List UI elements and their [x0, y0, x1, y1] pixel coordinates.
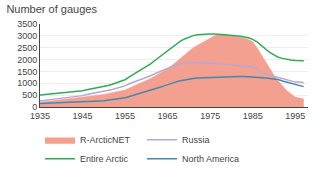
svg-text:1995: 1995 [285, 111, 305, 121]
svg-text:R-ArcticNET: R-ArcticNET [80, 135, 130, 145]
svg-text:North America: North America [182, 154, 239, 164]
svg-text:500: 500 [22, 90, 37, 100]
svg-text:1000: 1000 [17, 78, 37, 88]
svg-text:Entire Arctic: Entire Arctic [80, 154, 129, 164]
svg-text:Russia: Russia [182, 135, 210, 145]
svg-text:2000: 2000 [17, 55, 37, 65]
svg-text:2500: 2500 [17, 43, 37, 53]
svg-text:3500: 3500 [17, 19, 37, 29]
svg-text:0: 0 [32, 102, 37, 112]
svg-text:1945: 1945 [73, 111, 93, 121]
svg-text:3000: 3000 [17, 31, 37, 41]
svg-text:1965: 1965 [158, 111, 178, 121]
svg-text:1935: 1935 [30, 111, 50, 121]
svg-text:1955: 1955 [115, 111, 135, 121]
svg-text:1985: 1985 [243, 111, 263, 121]
svg-text:1975: 1975 [200, 111, 220, 121]
svg-text:Number of gauges: Number of gauges [6, 3, 97, 15]
svg-text:1500: 1500 [17, 67, 37, 77]
